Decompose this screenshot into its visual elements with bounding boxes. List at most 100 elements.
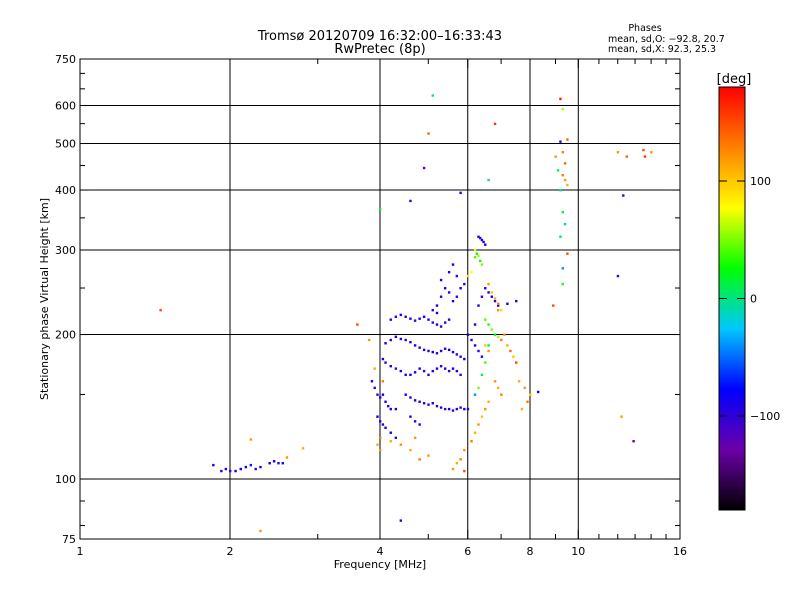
data-point [455,407,459,411]
data-point [477,423,480,426]
data-point [394,315,398,318]
data-point [559,97,562,101]
data-point [384,400,387,403]
data-point [394,367,398,370]
x-tick-label: 4 [377,545,384,558]
data-point [484,318,487,321]
data-point [422,402,426,405]
grid-lines [80,59,680,539]
data-point [455,295,459,298]
data-point [394,407,398,411]
data-point [234,469,237,473]
data-point [451,263,455,266]
data-point [427,349,430,353]
data-point [394,335,398,339]
data-point [384,342,387,345]
data-point [418,458,421,461]
data-point [480,295,484,298]
data-point [418,367,421,370]
data-point [451,350,455,354]
data-point [409,199,412,203]
data-point [473,256,477,259]
data-point [515,361,518,364]
chart-title: Tromsø 20120709 16:32:00–16:33:43 [257,29,502,44]
data-point [643,155,647,158]
colorbar-label: [deg] [717,72,752,87]
data-point [413,319,417,322]
data-point [435,404,439,408]
data-point [379,436,382,439]
data-point [642,148,645,152]
x-tick-label: 2 [227,545,234,558]
data-point [622,194,625,197]
data-point [523,386,526,390]
data-point [443,287,447,290]
data-point [556,169,560,172]
y-tick-label: 75 [62,533,76,546]
data-point [552,304,555,307]
data-point [473,344,477,347]
data-point [439,325,443,328]
data-point [404,373,407,377]
data-point [473,323,477,326]
y-tick-label: 200 [55,329,76,342]
data-point [455,274,459,278]
data-point [561,282,564,286]
data-point [427,454,430,457]
data-point [490,295,494,298]
data-point [435,352,439,355]
data-point [394,436,398,439]
data-point [480,373,484,377]
data-point [399,443,403,446]
data-point [487,349,490,353]
data-point [520,407,524,411]
data-point [459,373,462,377]
data-point [447,291,451,294]
data-point [463,357,466,361]
data-point [463,448,466,452]
data-point [367,338,371,342]
data-point [418,400,421,403]
data-point [529,393,532,396]
data-point [381,393,385,396]
data-point [404,315,407,318]
data-point [482,240,485,244]
data-point [399,313,403,317]
data-point [463,469,466,473]
data-point [566,138,569,141]
chart-subtitle: RwPretec (8p) [334,42,425,57]
data-point [389,338,392,342]
data-point [561,173,564,177]
data-point [443,407,447,411]
data-point [381,423,385,426]
data-point [563,178,567,182]
data-point [285,456,289,459]
x-tick-label: 1 [77,545,84,558]
data-point [459,287,462,290]
y-tick-label: 100 [55,473,76,486]
data-point [404,393,407,396]
data-point [559,140,562,143]
data-point [413,420,417,423]
data-point [370,380,374,383]
data-point [500,308,503,312]
data-point [379,208,382,211]
data-point [259,529,262,533]
data-point [399,519,403,522]
data-point [473,249,477,252]
data-point [479,259,482,263]
data-point [466,407,470,411]
data-point [268,461,271,465]
x-tick-label: 6 [464,545,471,558]
data-point [447,369,451,373]
data-point [409,415,412,418]
data-point [212,463,215,467]
data-point [422,348,426,352]
data-point [389,364,392,368]
y-tick-label: 300 [55,244,76,257]
data-point [379,396,382,399]
colorbar-tick-label: −100 [750,410,780,423]
y-axis-label: Stationary phase Virtual Height [km] [38,198,51,400]
data-point [277,461,280,465]
